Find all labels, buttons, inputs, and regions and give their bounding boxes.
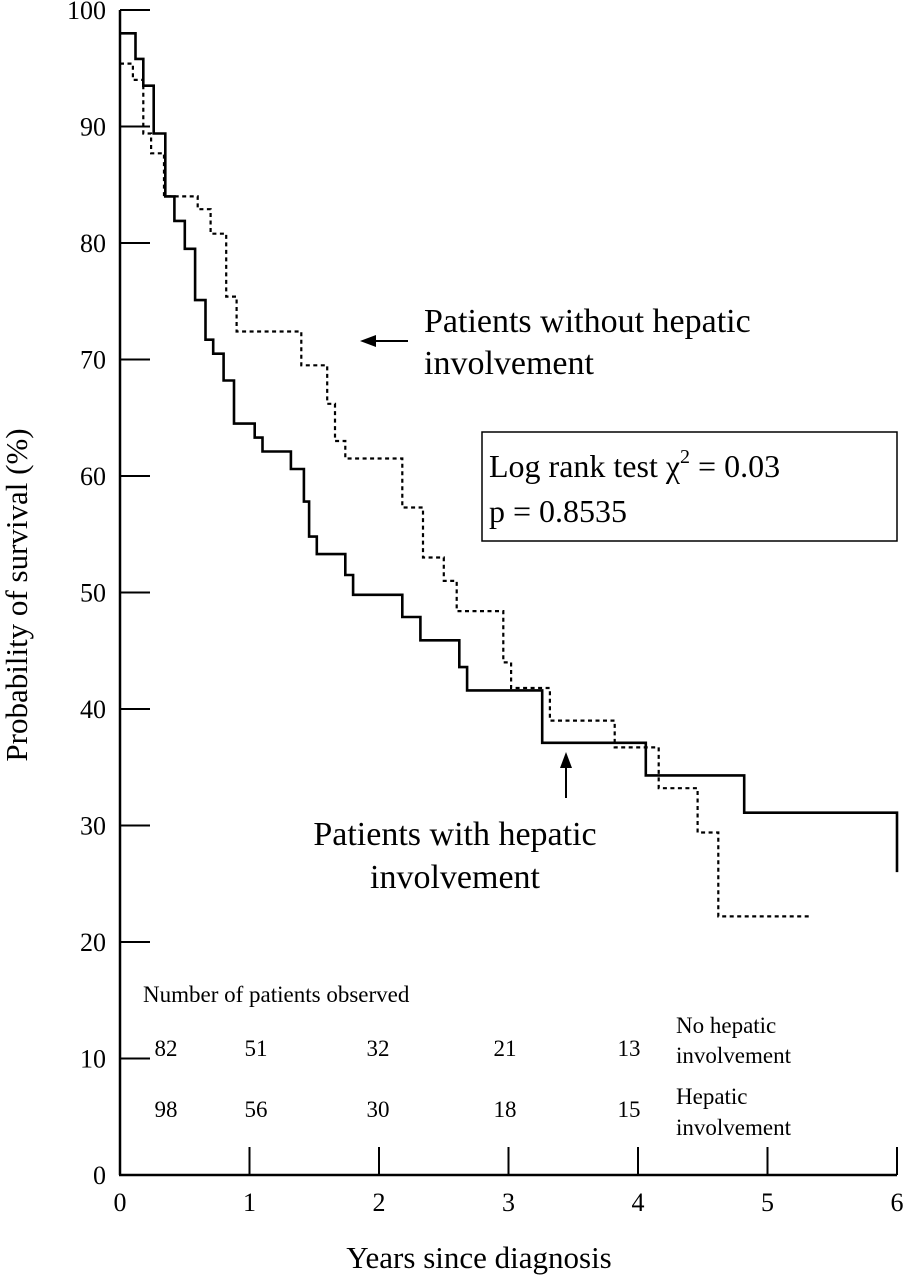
series-layer: [120, 31, 899, 918]
risk-table-cell: 15: [618, 1097, 641, 1122]
p-value-label: p = 0.8535: [489, 493, 627, 529]
y-tick-label: 20: [80, 928, 106, 957]
risk-table-cell: 98: [155, 1097, 178, 1122]
x-tick-label: 1: [243, 1188, 256, 1217]
risk-row-no-hepatic-label2: involvement: [676, 1043, 792, 1068]
annotation-without-hepatic: Patients without hepatic involvement: [360, 303, 751, 382]
y-ticks: 0 10 20 30 40 50 60 70 80 90 100: [67, 0, 150, 1190]
risk-table-cell: 30: [367, 1097, 390, 1122]
annotation-with-hepatic: Patients with hepatic involvement: [313, 752, 597, 896]
risk-row-hepatic-label2: involvement: [676, 1115, 792, 1140]
log-rank-test-label: Log rank test χ2 = 0.03: [489, 446, 780, 484]
x-tick-label: 2: [373, 1188, 386, 1217]
risk-table-cell: 13: [618, 1036, 641, 1061]
x-ticks: 0 1 2 3 4 5 6: [114, 1147, 904, 1217]
risk-table-rows: 82 51 32 21 13 98 56 30 18 15: [155, 1036, 641, 1122]
log-rank-value: = 0.03: [690, 448, 780, 484]
stats-box: Log rank test χ2 = 0.03 p = 0.8535: [481, 431, 898, 542]
x-axis-title: Years since diagnosis: [346, 1240, 612, 1275]
annotation-with-line1: Patients with hepatic: [313, 816, 596, 853]
series-no-hepatic-line: [120, 62, 809, 918]
y-tick-label: 90: [80, 113, 106, 142]
y-tick-label: 60: [80, 462, 106, 491]
y-tick-label: 40: [80, 695, 106, 724]
risk-table-cell: 18: [494, 1097, 517, 1122]
risk-row-hepatic-label1: Hepatic: [676, 1084, 748, 1109]
stats-box-border: [481, 431, 898, 542]
risk-row-no-hepatic-label1: No hepatic: [676, 1013, 776, 1038]
annotation-without-line2: involvement: [424, 345, 595, 382]
y-tick-label: 30: [80, 812, 106, 841]
risk-table-title: Number of patients observed: [143, 982, 410, 1007]
x-tick-label: 0: [114, 1188, 127, 1217]
annotation-without-line1: Patients without hepatic: [424, 303, 751, 340]
x-tick-label: 3: [502, 1188, 515, 1217]
x-tick-label: 4: [632, 1188, 645, 1217]
y-tick-label: 70: [80, 346, 106, 375]
arrow-up-icon: [560, 752, 572, 768]
x-tick-label: 6: [891, 1188, 904, 1217]
arrow-left-icon: [360, 335, 376, 347]
risk-table-cell: 56: [245, 1097, 268, 1122]
risk-table-cell: 32: [367, 1036, 390, 1061]
y-tick-label: 0: [93, 1161, 106, 1190]
risk-table: Number of patients observed 82 51 32 21 13 98…: [143, 982, 792, 1140]
x-tick-label: 5: [761, 1188, 774, 1217]
y-tick-label: 10: [80, 1045, 106, 1074]
chi-square-superscript: 2: [680, 446, 690, 468]
y-axis-title: Probability of survival (%): [0, 428, 34, 761]
risk-table-cell: 82: [155, 1036, 178, 1061]
y-tick-label: 50: [80, 579, 106, 608]
log-rank-prefix: Log rank test χ: [489, 448, 681, 484]
risk-table-cell: 21: [494, 1036, 517, 1061]
y-tick-label: 80: [80, 229, 106, 258]
series-hepatic-line: [120, 31, 899, 873]
risk-table-cell: 51: [245, 1036, 268, 1061]
annotation-with-line2: involvement: [370, 859, 541, 896]
y-tick-label: 100: [67, 0, 106, 25]
